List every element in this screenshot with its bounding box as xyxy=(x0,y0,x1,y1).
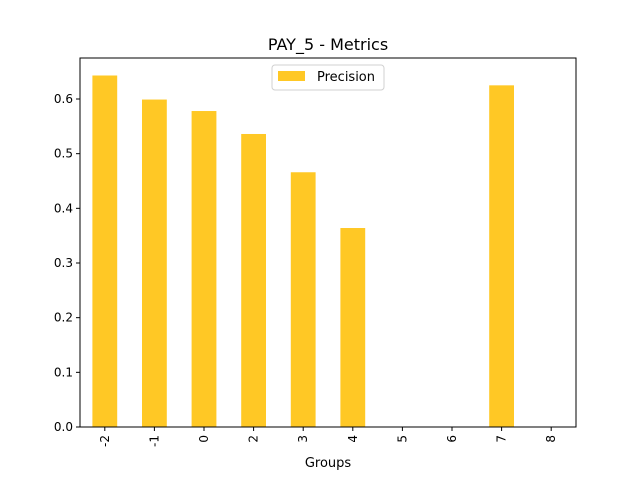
bar--2 xyxy=(92,75,118,427)
y-tick-label: 0.3 xyxy=(54,256,73,270)
bar-3 xyxy=(290,172,316,427)
y-tick-label: 0.6 xyxy=(54,92,73,106)
y-tick-label: 0.2 xyxy=(54,311,73,325)
bar-2 xyxy=(241,133,266,427)
x-tick-label: 0 xyxy=(197,435,211,443)
y-tick-label: 0.4 xyxy=(54,201,73,215)
legend-swatch xyxy=(278,71,305,81)
y-tick-label: 0.5 xyxy=(54,147,73,161)
x-tick-label: -1 xyxy=(147,435,161,447)
x-tick-label: -2 xyxy=(98,435,112,447)
bar-7 xyxy=(489,85,514,427)
x-tick-label: 7 xyxy=(495,435,509,443)
x-axis-label: Groups xyxy=(305,456,352,471)
x-tick-label: 5 xyxy=(395,435,409,443)
legend-label: Precision xyxy=(317,70,375,85)
bar--1 xyxy=(142,99,167,428)
plot-frame xyxy=(79,57,577,428)
x-tick-label: 2 xyxy=(247,435,261,443)
chart-title: PAY_5 - Metrics xyxy=(268,35,388,55)
x-tick-label: 4 xyxy=(346,435,360,443)
bar-0 xyxy=(191,111,217,427)
x-tick-label: 3 xyxy=(296,435,310,443)
legend: Precision xyxy=(271,64,385,91)
bar-4 xyxy=(340,228,366,427)
x-tick-label: 6 xyxy=(445,435,459,443)
y-tick-label: 0.1 xyxy=(54,365,73,379)
y-tick-label: 0.0 xyxy=(54,420,73,434)
x-tick-label: 8 xyxy=(544,435,558,443)
